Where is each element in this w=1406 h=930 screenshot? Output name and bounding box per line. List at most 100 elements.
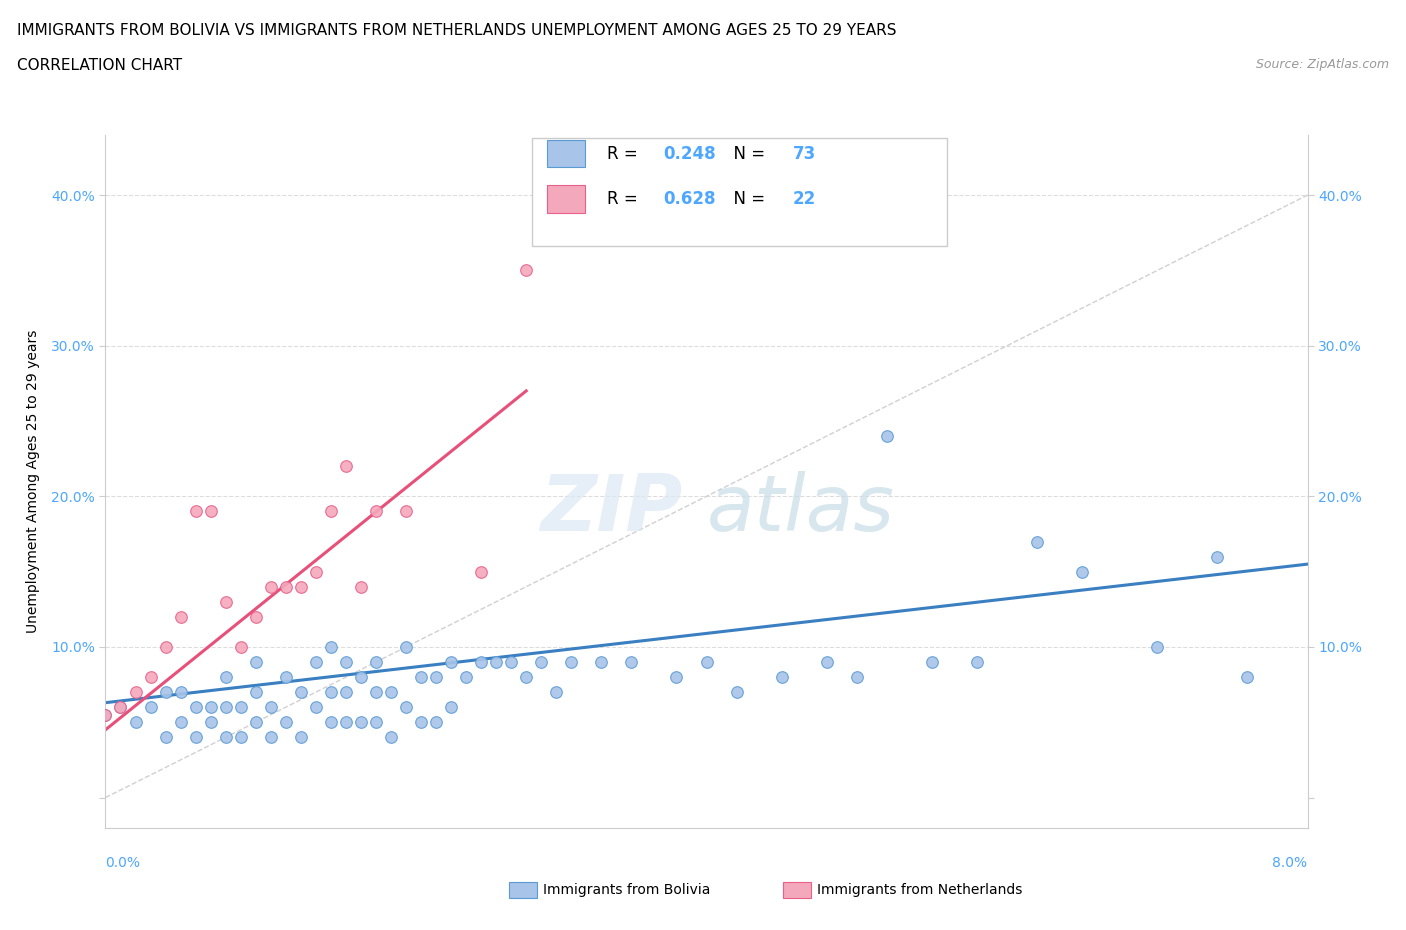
Point	[274, 715, 297, 730]
Point	[515, 670, 537, 684]
Point	[274, 670, 297, 684]
Point	[815, 655, 838, 670]
Text: Immigrants from Bolivia: Immigrants from Bolivia	[543, 883, 710, 897]
Text: R =: R =	[607, 191, 643, 208]
Point	[380, 730, 402, 745]
Point	[245, 609, 267, 624]
Point	[380, 684, 402, 699]
Point	[501, 655, 523, 670]
Point	[350, 579, 373, 594]
Point	[290, 730, 312, 745]
Text: Immigrants from Netherlands: Immigrants from Netherlands	[817, 883, 1022, 897]
Point	[260, 579, 283, 594]
Point	[409, 715, 432, 730]
Point	[274, 579, 297, 594]
Point	[876, 429, 898, 444]
Point	[770, 670, 793, 684]
Point	[245, 715, 267, 730]
Point	[425, 715, 447, 730]
Text: IMMIGRANTS FROM BOLIVIA VS IMMIGRANTS FROM NETHERLANDS UNEMPLOYMENT AMONG AGES 2: IMMIGRANTS FROM BOLIVIA VS IMMIGRANTS FR…	[17, 23, 897, 38]
Point	[229, 699, 252, 714]
Point	[485, 655, 508, 670]
Point	[1206, 549, 1229, 564]
Point	[1236, 670, 1258, 684]
Point	[139, 699, 162, 714]
Point	[184, 504, 207, 519]
Y-axis label: Unemployment Among Ages 25 to 29 years: Unemployment Among Ages 25 to 29 years	[27, 329, 39, 633]
Text: 0.248: 0.248	[664, 144, 716, 163]
Point	[245, 655, 267, 670]
Point	[845, 670, 868, 684]
Point	[245, 684, 267, 699]
Point	[1146, 640, 1168, 655]
Text: 8.0%: 8.0%	[1272, 856, 1308, 870]
Point	[725, 684, 748, 699]
Point	[530, 655, 553, 670]
Text: atlas: atlas	[707, 471, 894, 547]
Text: N =: N =	[723, 191, 770, 208]
Point	[290, 579, 312, 594]
Point	[395, 504, 418, 519]
Point	[169, 609, 191, 624]
Text: 0.0%: 0.0%	[105, 856, 141, 870]
Point	[214, 670, 236, 684]
Point	[319, 504, 342, 519]
Point	[229, 730, 252, 745]
Point	[591, 655, 613, 670]
Point	[696, 655, 718, 670]
Point	[319, 715, 342, 730]
Point	[665, 670, 688, 684]
Point	[440, 699, 463, 714]
Point	[395, 699, 418, 714]
Point	[200, 715, 222, 730]
Point	[395, 640, 418, 655]
Text: ZIP: ZIP	[540, 471, 682, 547]
Point	[335, 458, 357, 473]
Bar	[783, 882, 811, 898]
Bar	[547, 185, 585, 213]
Point	[425, 670, 447, 684]
Point	[470, 565, 492, 579]
Point	[260, 699, 283, 714]
Point	[409, 670, 432, 684]
Text: R =: R =	[607, 144, 643, 163]
Point	[184, 730, 207, 745]
Bar	[509, 882, 537, 898]
FancyBboxPatch shape	[533, 139, 948, 246]
Point	[169, 715, 191, 730]
Point	[335, 684, 357, 699]
Point	[305, 699, 328, 714]
Point	[350, 715, 373, 730]
Point	[364, 715, 387, 730]
Point	[110, 699, 132, 714]
Point	[966, 655, 988, 670]
Point	[620, 655, 643, 670]
Point	[319, 684, 342, 699]
Text: CORRELATION CHART: CORRELATION CHART	[17, 58, 181, 73]
Point	[921, 655, 943, 670]
Point	[110, 699, 132, 714]
Point	[94, 708, 117, 723]
Point	[200, 699, 222, 714]
Point	[305, 655, 328, 670]
Point	[155, 640, 177, 655]
Text: N =: N =	[723, 144, 770, 163]
Point	[364, 655, 387, 670]
Point	[305, 565, 328, 579]
Point	[124, 684, 146, 699]
Point	[364, 684, 387, 699]
Point	[515, 263, 537, 278]
Point	[350, 670, 373, 684]
Point	[1071, 565, 1094, 579]
Point	[470, 655, 492, 670]
Point	[214, 594, 236, 609]
Point	[139, 670, 162, 684]
Point	[155, 730, 177, 745]
Point	[214, 730, 236, 745]
Point	[560, 655, 582, 670]
Text: 0.628: 0.628	[664, 191, 716, 208]
Point	[124, 715, 146, 730]
Point	[440, 655, 463, 670]
Point	[184, 699, 207, 714]
Point	[169, 684, 191, 699]
